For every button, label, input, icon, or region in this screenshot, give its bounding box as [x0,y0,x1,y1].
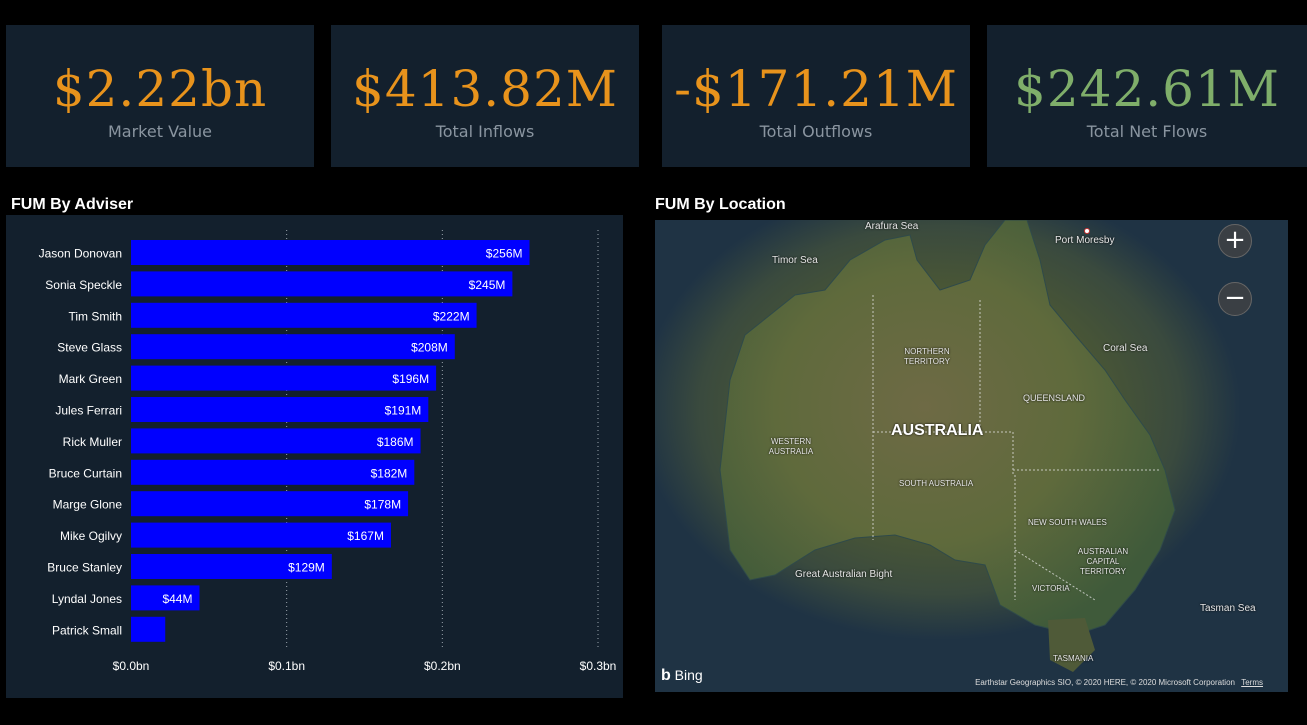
data-label: $129M [288,561,325,575]
data-label: $167M [347,529,384,543]
category-label: Mark Green [59,372,122,386]
zoom-in-button[interactable]: + [1218,224,1252,258]
australia-landmass [719,220,1176,672]
terms-link[interactable]: Terms [1241,678,1263,687]
category-label: Marge Glone [53,498,123,512]
bar[interactable] [131,302,477,328]
zoom-out-button[interactable]: − [1218,282,1252,316]
kpi-label: Total Net Flows [1086,122,1208,141]
kpi-value: $413.82M [352,60,618,118]
bar[interactable] [131,585,200,611]
bar[interactable] [131,554,332,579]
data-label: $208M [411,341,448,355]
fum-by-adviser-chart[interactable]: $0.0bn $0.1bn $0.2bn $0.3bn Jason Donovan $25… [6,215,623,698]
category-label: Jules Ferrari [55,404,122,418]
map-label-great-australian-bight: Great Australian Bight [795,569,893,580]
data-label: $178M [364,498,401,512]
category-label: Steve Glass [57,341,122,355]
data-label: $222M [433,309,470,323]
map-label-coral-sea: Coral Sea [1103,343,1148,354]
category-label: Sonia Speckle [45,278,122,292]
bing-text: Bing [674,667,703,683]
map-title: FUM By Location [655,196,786,213]
category-label: Patrick Small [52,623,122,637]
map-label-northern-territory: NORTHERN TERRITORY [904,347,950,366]
bar[interactable] [131,428,421,454]
bar[interactable] [131,459,415,485]
kpi-label: Total Inflows [435,122,535,141]
map-label-western-australia: WESTERN AUSTRALIA [768,437,814,456]
kpi-value: -$171.21M [674,60,958,118]
kpi-card-total-net-flows: $242.61M Total Net Flows [987,25,1307,167]
map-label-tasman-sea: Tasman Sea [1200,603,1256,614]
x-tick-label: $0.0bn [113,659,150,673]
category-label: Lyndal Jones [52,592,122,606]
map-label-port-moresby: Port Moresby [1055,235,1115,246]
kpi-label: Market Value [107,122,213,141]
map-label-queensland: QUEENSLAND [1023,393,1086,403]
bar[interactable] [131,522,391,548]
bing-b-icon: b [661,667,671,684]
category-label: Bruce Curtain [49,466,122,480]
data-label: $196M [392,372,429,386]
kpi-card-total-outflows: -$171.21M Total Outflows [662,25,970,167]
kpi-card-total-inflows: $413.82M Total Inflows [331,25,639,167]
category-label: Rick Muller [63,435,122,449]
kpi-value: $242.61M [1014,60,1280,118]
kpi-label: Total Outflows [759,122,873,141]
category-label: Bruce Stanley [47,561,122,575]
bar[interactable] [131,334,455,360]
data-label: $191M [385,404,422,418]
map-label-new-south-wales: NEW SOUTH WALES [1028,518,1107,527]
map-label-victoria: VICTORIA [1032,584,1070,593]
chart-title: FUM By Adviser [11,196,134,213]
x-tick-label: $0.1bn [268,659,305,673]
bar[interactable] [131,616,166,642]
map-label-timor-sea: Timor Sea [772,255,818,266]
x-tick-label: $0.3bn [580,659,617,673]
data-label: $245M [469,278,506,292]
kpi-value: $2.22bn [52,60,268,118]
attribution-text: Earthstar Geographics SIO, © 2020 HERE, … [975,678,1235,687]
map-label-south-australia: SOUTH AUSTRALIA [899,479,974,488]
category-label: Tim Smith [68,309,122,323]
data-label: $256M [486,247,523,261]
category-label: Jason Donovan [39,247,122,261]
bar[interactable] [131,397,429,422]
bar[interactable] [131,365,437,391]
kpi-card-market-value: $2.22bn Market Value [6,25,314,167]
data-label: $44M [162,592,192,606]
bar[interactable] [131,271,513,297]
bar[interactable] [131,491,409,517]
data-label: $186M [377,435,414,449]
map-label-arafura-sea: Arafura Sea [865,221,919,232]
bar-chart-svg: $0.0bn $0.1bn $0.2bn $0.3bn Jason Donovan $25… [39,230,617,673]
data-label: $182M [371,466,408,480]
bing-logo: b Bing [661,667,703,685]
map-attribution: Earthstar Geographics SIO, © 2020 HERE, … [975,678,1263,687]
map-label-tasmania: TASMANIA [1053,654,1094,663]
fum-by-location-map[interactable]: Arafura Sea Port Moresby Timor Sea Coral… [655,220,1288,692]
category-label: Mike Ogilvy [60,529,122,543]
map-label-australia: AUSTRALIA [891,422,984,439]
map-label-act: AUSTRALIAN CAPITAL TERRITORY [1077,547,1129,576]
x-tick-label: $0.2bn [424,659,461,673]
bar[interactable] [131,240,530,265]
